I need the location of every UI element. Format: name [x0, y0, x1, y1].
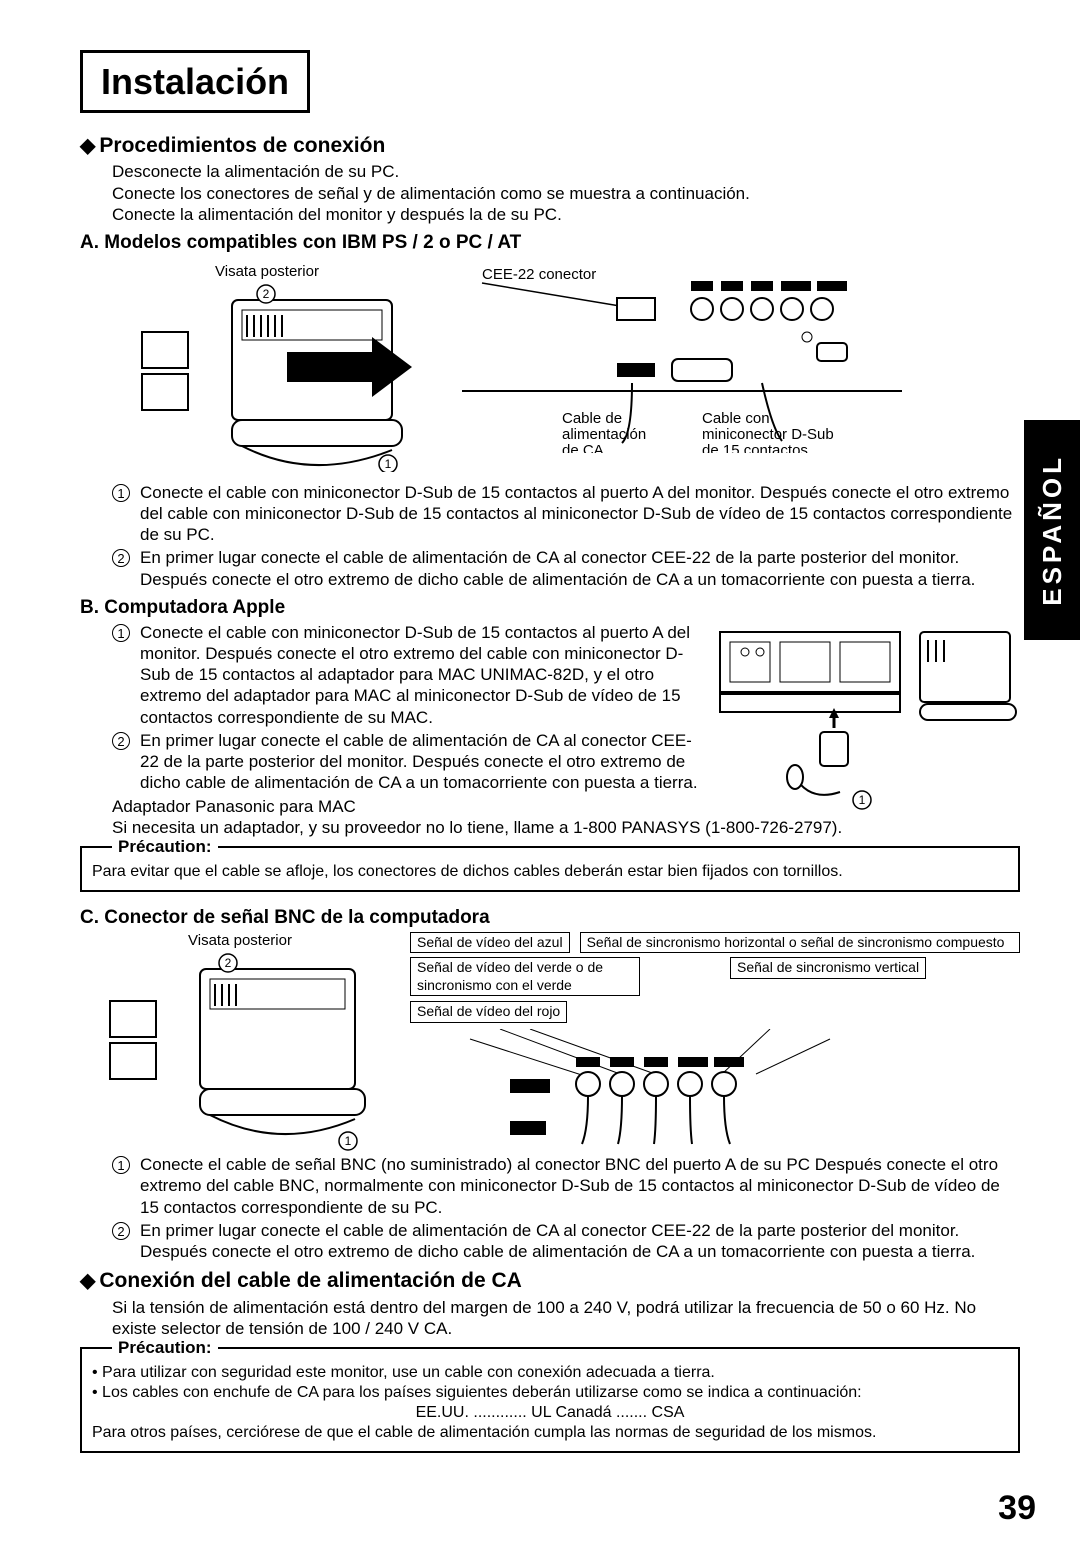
bnc-panel-svg — [410, 1029, 930, 1149]
list-item-text: Conecte el cable con miniconector D-Sub … — [140, 482, 1020, 546]
sectionA-figures: Visata posterior 2 1 — [112, 263, 1020, 472]
list-item-text: En primer lugar conecte el cable de alim… — [140, 547, 1020, 590]
adapter-line: Adaptador Panasonic para MAC — [112, 796, 698, 817]
cee22-label: CEE-22 conector — [482, 266, 596, 283]
list-item-text: Conecte el cable de señal BNC (no sumini… — [140, 1154, 1020, 1218]
section1-heading-text: Procedimientos de conexión — [99, 134, 385, 157]
language-tab-text: ESPAÑOL — [1036, 454, 1069, 606]
list-item-text: En primer lugar conecte el cable de alim… — [140, 1220, 1020, 1263]
sectionC-heading: C. Conector de señal BNC de la computado… — [80, 906, 1020, 930]
caution-countries: EE.UU. ............ UL Canadá ....... CS… — [92, 1403, 1008, 1423]
label-hsync: Señal de sincronismo horizontal o señal … — [580, 932, 1020, 954]
svg-text:de 15 contactos: de 15 contactos — [702, 442, 808, 453]
figure-connector-panel: CEE-22 conector — [462, 263, 902, 458]
figure-caption: Visata posterior — [112, 263, 422, 282]
list-item-text: En primer lugar conecte el cable de alim… — [140, 730, 698, 794]
list-item: 1 Conecte el cable de señal BNC (no sumi… — [112, 1154, 1020, 1218]
svg-text:Cable de: Cable de — [562, 410, 622, 427]
caution-bullet: • Los cables con enchufe de CA para los … — [92, 1383, 1008, 1403]
language-tab: ESPAÑOL — [1024, 420, 1080, 640]
caution-box-2: Précaution: • Para utilizar con segurida… — [80, 1347, 1020, 1453]
diamond-icon: ◆ — [80, 1270, 95, 1292]
svg-text:miniconector D-Sub: miniconector D-Sub — [702, 426, 834, 443]
circled-two-icon: 2 — [112, 1222, 130, 1240]
list-item-text: Conecte el cable con miniconector D-Sub … — [140, 622, 698, 728]
monitor-rear-svg: 2 1 — [112, 282, 422, 472]
apple-svg: 1 — [710, 622, 1020, 812]
list-item: 1 Conecte el cable con miniconector D-Su… — [112, 482, 1020, 546]
circled-one-icon: 1 — [112, 624, 130, 642]
circled-one-icon: 1 — [112, 1156, 130, 1174]
circled-one-icon: 1 — [112, 484, 130, 502]
caution-box-1: Précaution: Para evitar que el cable se … — [80, 846, 1020, 892]
sectionC-list: 1 Conecte el cable de señal BNC (no sumi… — [112, 1154, 1020, 1262]
sectionA-heading: A. Modelos compatibles con IBM PS / 2 o … — [80, 231, 1020, 255]
page-content: Instalación ◆Procedimientos de conexión … — [0, 0, 1080, 1487]
figure-apple: 1 — [710, 622, 1020, 817]
list-item: 2 En primer lugar conecte el cable de al… — [112, 1220, 1020, 1263]
svg-text:2: 2 — [225, 956, 232, 970]
caution-text: Para evitar que el cable se afloje, los … — [92, 862, 1008, 882]
sectionB-heading: B. Computadora Apple — [80, 596, 1020, 620]
caution-bullet-text: Para utilizar con seguridad este monitor… — [102, 1364, 715, 1381]
figure-caption: Visata posterior — [90, 932, 390, 951]
page-number: 39 — [998, 1487, 1036, 1530]
circled-two-icon: 2 — [112, 549, 130, 567]
caution-legend: Précaution: — [112, 836, 218, 857]
label-green: Señal de vídeo del verde o de sincronism… — [410, 957, 640, 996]
list-item: 2 En primer lugar conecte el cable de al… — [112, 730, 698, 794]
svg-text:alimentación: alimentación — [562, 426, 646, 443]
label-vsync: Señal de sincronismo vertical — [730, 957, 926, 979]
label-red: Señal de vídeo del rojo — [410, 1001, 567, 1023]
caution-bullet-text: Los cables con enchufe de CA para los pa… — [102, 1384, 862, 1401]
caution-bullet: • Para utilizar con seguridad este monit… — [92, 1363, 1008, 1383]
page-title: Instalación — [80, 50, 310, 113]
svg-text:de CA: de CA — [562, 442, 604, 453]
sectionB-list: 1 Conecte el cable con miniconector D-Su… — [112, 622, 698, 817]
list-item: 2 En primer lugar conecte el cable de al… — [112, 547, 1020, 590]
figure-monitor-rear: Visata posterior 2 1 — [112, 263, 422, 472]
bnc-label-diagram: Señal de vídeo del azul Señal de sincron… — [410, 932, 1020, 1154]
circled-two-icon: 2 — [112, 732, 130, 750]
sectionA-list: 1 Conecte el cable con miniconector D-Su… — [112, 482, 1020, 590]
svg-text:Cable con: Cable con — [702, 410, 770, 427]
svg-text:1: 1 — [345, 1134, 352, 1148]
label-blue: Señal de vídeo del azul — [410, 932, 570, 954]
section1-line: Conecte la alimentación del monitor y de… — [112, 204, 1020, 225]
section1-heading: ◆Procedimientos de conexión — [80, 133, 1020, 159]
figure-monitor-rear-c: Visata posterior 2 1 — [90, 932, 390, 1154]
sectionB-call: Si necesita un adaptador, y su proveedor… — [112, 817, 1020, 838]
svg-text:1: 1 — [859, 793, 866, 807]
section1-body: Desconecte la alimentación de su PC. Con… — [112, 161, 1020, 225]
diamond-icon: ◆ — [80, 135, 95, 157]
caution-legend: Précaution: — [112, 1337, 218, 1358]
list-item: 1 Conecte el cable con miniconector D-Su… — [112, 622, 698, 728]
section2-heading: ◆Conexión del cable de alimentación de C… — [80, 1268, 1020, 1294]
caution-footer: Para otros países, cerciórese de que el … — [92, 1423, 1008, 1443]
connector-panel-svg: CEE-22 conector — [462, 263, 902, 453]
section1-line: Desconecte la alimentación de su PC. — [112, 161, 1020, 182]
section2-body: Si la tensión de alimentación está dentr… — [112, 1297, 1020, 1340]
section2-heading-text: Conexión del cable de alimentación de CA — [99, 1269, 521, 1292]
svg-text:2: 2 — [263, 287, 270, 301]
monitor-rear-c-svg: 2 1 — [90, 951, 380, 1151]
svg-text:1: 1 — [385, 457, 392, 471]
section1-line: Conecte los conectores de señal y de ali… — [112, 183, 1020, 204]
